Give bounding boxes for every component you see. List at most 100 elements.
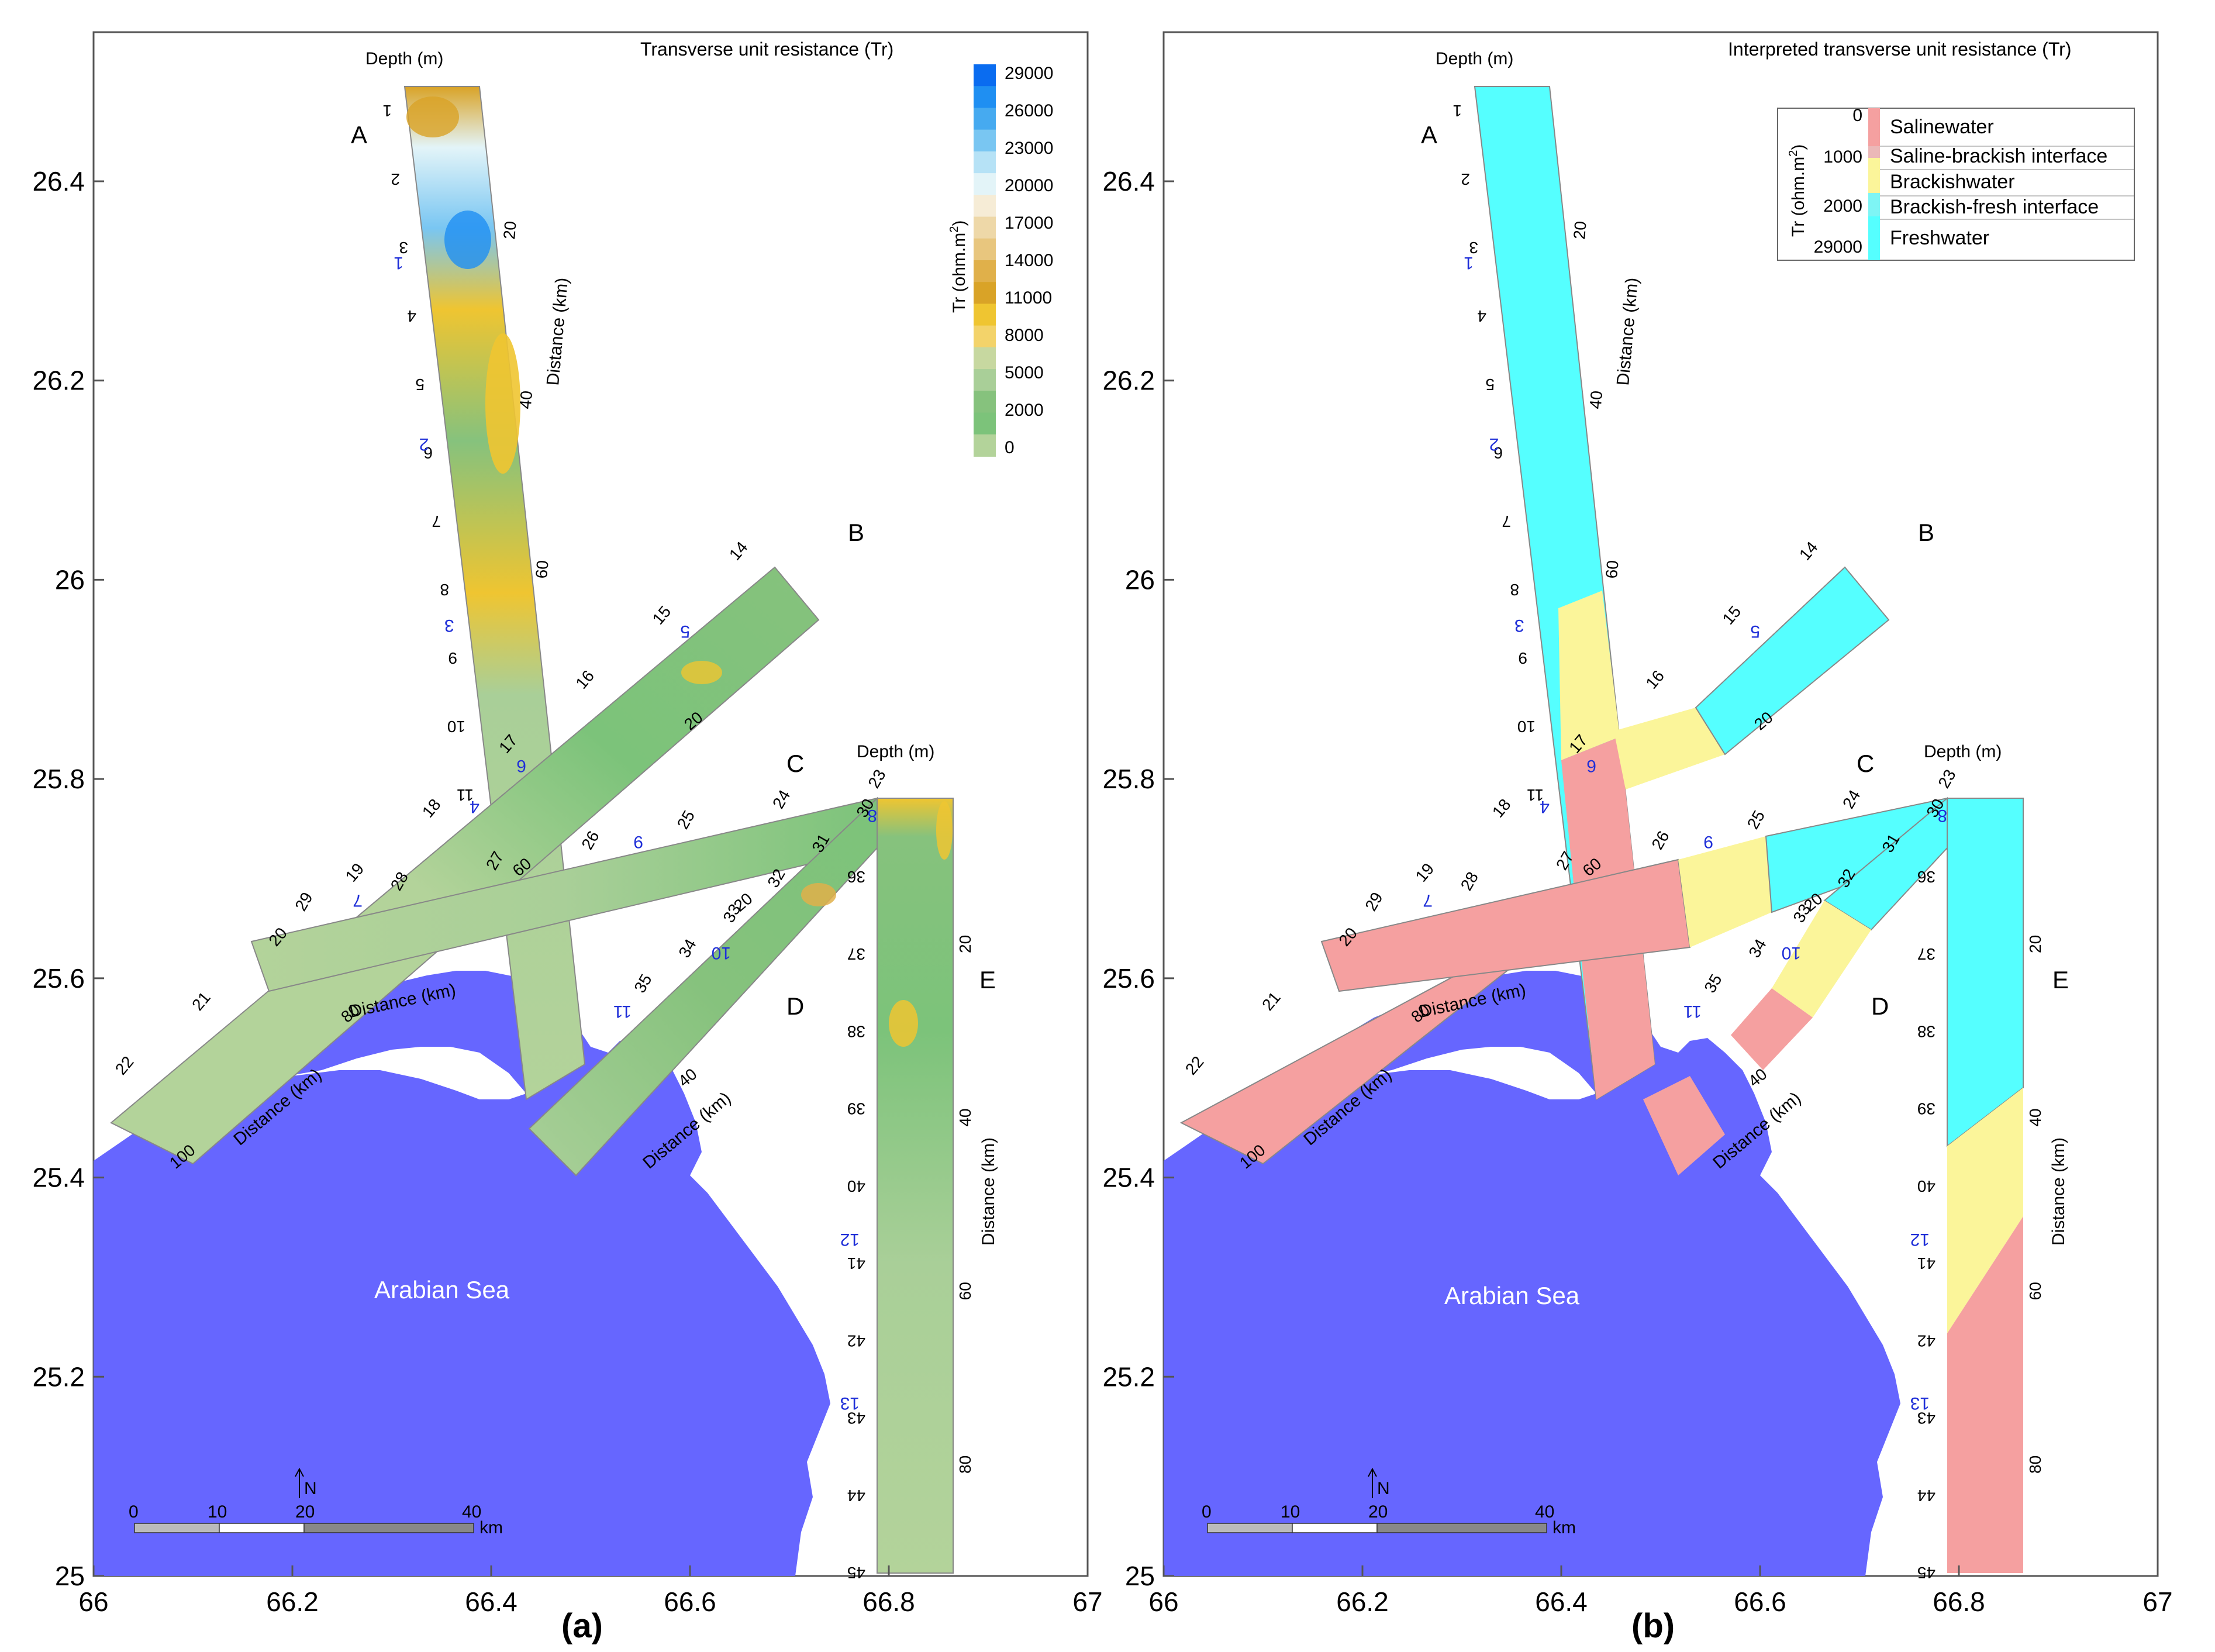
colorbar-segment xyxy=(974,434,996,457)
colorbar-tick-label: 8000 xyxy=(1005,326,1044,345)
station-label: 80 xyxy=(2026,1456,2044,1474)
y-tick-label: 25 xyxy=(55,1561,85,1591)
y-tick-label: 25.6 xyxy=(1102,963,1155,994)
station-label: 35 xyxy=(1700,971,1725,996)
station-label: 13 xyxy=(1910,1394,1930,1413)
station-label: 80 xyxy=(956,1456,974,1474)
station-label: 4 xyxy=(1540,797,1550,816)
north-arrow-icon xyxy=(1368,1467,1377,1498)
x-tick-label: 66.2 xyxy=(1336,1587,1389,1617)
colorbar-segment xyxy=(974,282,996,305)
legend-item: Freshwater xyxy=(1890,227,1989,249)
station-label: 60 xyxy=(532,560,552,580)
legend-item: Saline-brackish interface xyxy=(1890,145,2107,167)
station-label: 11 xyxy=(457,786,474,804)
station-label: 36 xyxy=(1917,868,1935,886)
station-label: 6 xyxy=(516,756,526,775)
station-label: 40 xyxy=(516,390,536,410)
scale-tick: 10 xyxy=(1281,1502,1300,1522)
station-label: 45 xyxy=(847,1564,865,1582)
legend-item: Brackish-fresh interface xyxy=(1890,196,2099,218)
distance-label: Distance (km) xyxy=(979,1137,998,1246)
colorbar-tick-label: 23000 xyxy=(1005,139,1053,158)
profile-label-C: C xyxy=(1857,750,1874,777)
station-label: 10 xyxy=(1782,943,1801,963)
station-label: 25 xyxy=(674,808,698,832)
station-label: 38 xyxy=(1917,1022,1935,1040)
x-tick-label: 66.6 xyxy=(1734,1587,1786,1617)
colorbar-segment xyxy=(974,195,996,218)
station-label: 43 xyxy=(847,1409,865,1427)
north-label: N xyxy=(304,1479,317,1498)
depth-label: Depth (m) xyxy=(365,49,443,68)
colorbar-segment xyxy=(974,347,996,370)
legend-tick: 1000 xyxy=(1823,147,1862,167)
station-label: 10 xyxy=(1517,718,1536,736)
colorbar-tick-label: 11000 xyxy=(1005,288,1052,308)
station-label: 21 xyxy=(188,988,214,1014)
y-tick-label: 25.8 xyxy=(1102,764,1155,794)
panel-a-caption: (a) xyxy=(561,1607,603,1645)
distance-label: Distance (km) xyxy=(1613,277,1642,386)
legend-tick: 0 xyxy=(1852,106,1862,125)
profile-E-strip xyxy=(877,798,954,1574)
station-label: 29 xyxy=(1361,889,1386,914)
panel-b-title: Interpreted transverse unit resistance (… xyxy=(1728,39,2071,60)
scale-tick: 0 xyxy=(1202,1502,1212,1522)
station-label: 16 xyxy=(572,667,598,692)
station-label: 5 xyxy=(1485,375,1495,394)
station-label: 3 xyxy=(1514,616,1524,635)
profile-label-E: E xyxy=(979,966,996,994)
y-tick-label: 26.4 xyxy=(1102,166,1155,196)
station-label: 20 xyxy=(500,220,520,240)
station-label: 45 xyxy=(1917,1564,1935,1582)
station-label: 9 xyxy=(448,649,457,667)
station-label: 37 xyxy=(1917,945,1935,963)
north-arrow-icon xyxy=(295,1467,304,1498)
station-label: 5 xyxy=(1750,622,1760,641)
station-label: 37 xyxy=(847,945,865,963)
station-label: 34 xyxy=(1745,936,1769,961)
y-tick-label: 25.4 xyxy=(32,1163,85,1193)
station-label: 11 xyxy=(1527,786,1544,804)
station-label: 7 xyxy=(432,512,441,530)
x-tick-label: 67 xyxy=(2142,1587,2172,1617)
station-label: 26 xyxy=(1648,828,1672,853)
profile-E-strip xyxy=(1947,798,2024,1148)
legend-tick: 2000 xyxy=(1823,196,1862,216)
station-label: 1 xyxy=(394,253,403,273)
station-label: 18 xyxy=(1489,795,1514,821)
station-label: 23 xyxy=(864,767,889,791)
station-label: 2 xyxy=(1489,434,1499,454)
panel-b: A B C D E Interpreted transverse unit re… xyxy=(1162,31,2159,1645)
profile-label-E: E xyxy=(2052,966,2069,994)
legend-axis-label: Tr (ohm.m2) xyxy=(1787,144,1808,237)
legend-tick: 29000 xyxy=(1814,237,1862,257)
station-label: 15 xyxy=(1719,602,1745,628)
station-label: 8 xyxy=(1937,806,1947,825)
station-label: 10 xyxy=(447,718,465,736)
distance-label: Distance (km) xyxy=(543,277,572,386)
station-label: 60 xyxy=(2026,1282,2044,1300)
y-tick-label: 26.2 xyxy=(1102,365,1155,396)
colorbar-label: Tr (ohm.m2) xyxy=(948,220,969,313)
station-label: 3 xyxy=(444,616,454,635)
y-tick-label: 25.2 xyxy=(32,1361,85,1392)
station-label: 19 xyxy=(342,860,368,885)
depth-label: Depth (m) xyxy=(1436,49,1513,68)
station-label: 34 xyxy=(675,936,699,961)
distance-label: Distance (km) xyxy=(2049,1137,2068,1246)
y-tick-label: 25 xyxy=(1125,1561,1155,1591)
station-label: 9 xyxy=(1703,832,1713,851)
station-label: 4 xyxy=(407,307,416,325)
station-label: 42 xyxy=(847,1332,865,1350)
scale-bar: 0 10 20 40 km N xyxy=(1202,1467,1576,1537)
scale-unit: km xyxy=(479,1518,503,1537)
y-tick-label: 26 xyxy=(55,564,85,595)
panel-a-title: Transverse unit resistance (Tr) xyxy=(640,39,893,60)
sea-label: Arabian Sea xyxy=(374,1276,510,1303)
x-tick-label: 66.2 xyxy=(266,1587,319,1617)
station-label: 40 xyxy=(2026,1109,2044,1127)
colorbar-segment xyxy=(974,216,996,239)
